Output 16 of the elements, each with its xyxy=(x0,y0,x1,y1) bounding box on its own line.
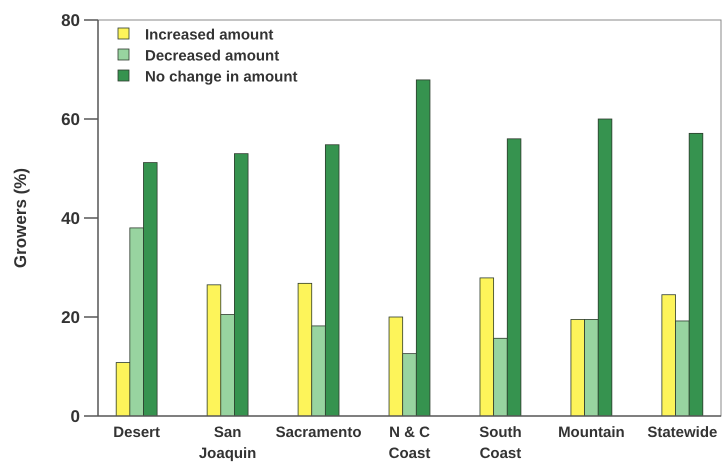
x-tick-label: Mountain xyxy=(558,424,625,441)
y-tick-label: 40 xyxy=(61,208,80,228)
x-tick-label: Sacramento xyxy=(276,424,362,441)
y-tick-label: 60 xyxy=(61,110,80,129)
legend-label: No change in amount xyxy=(145,68,298,86)
x-tick-label: N & C Coast xyxy=(388,424,430,462)
legend-label: Increased amount xyxy=(145,26,274,44)
y-tick-label: 80 xyxy=(61,10,80,30)
x-tick-label: South Coast xyxy=(479,424,522,462)
y-tick-label: 0 xyxy=(70,406,80,426)
x-tick-label: San Joaquin xyxy=(198,424,256,462)
y-axis-title: Growers (%) xyxy=(11,168,30,268)
y-tick-label: 20 xyxy=(61,308,80,327)
x-tick-label: Desert xyxy=(113,424,160,441)
legend-label: Decreased amount xyxy=(145,47,280,64)
x-tick-label: Statewide xyxy=(647,424,718,441)
